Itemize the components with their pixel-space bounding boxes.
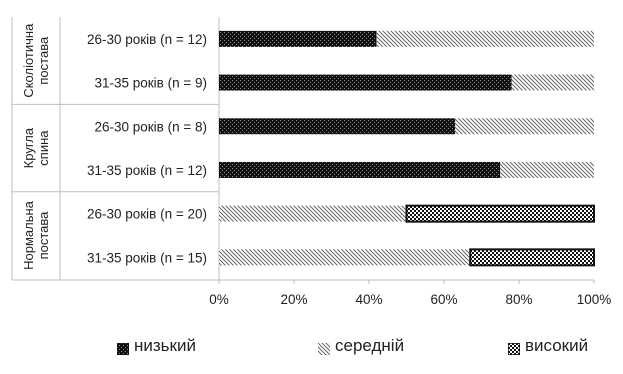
legend-label-low: низький <box>134 336 196 355</box>
legend-label-mid: середній <box>335 336 405 355</box>
legend-item-high: високий <box>507 336 589 356</box>
bar-segment-високий <box>405 204 595 223</box>
row-label: 26-30 років (n = 20) <box>87 207 207 222</box>
legend: низький середній високий <box>0 336 623 366</box>
bar-segment-середній <box>500 161 594 178</box>
bar-segment-середній <box>219 249 471 266</box>
row-label: 31-35 років (n = 12) <box>87 163 207 178</box>
group-label: Кругласпина <box>21 127 51 168</box>
bars <box>219 30 595 267</box>
legend-swatch-mid <box>318 340 330 355</box>
x-tick-label: 0% <box>209 292 229 307</box>
legend-item-low: низький <box>116 336 196 356</box>
legend-label-high: високий <box>525 336 589 355</box>
row-label: 26-30 років (n = 12) <box>87 32 207 47</box>
x-tick-label: 20% <box>280 292 307 307</box>
row-label: 31-35 років (n = 15) <box>87 250 207 265</box>
legend-swatch-high <box>507 340 521 356</box>
x-tick-label: 80% <box>505 292 532 307</box>
legend-item-mid: середній <box>318 336 404 356</box>
x-tick-label: 40% <box>355 292 382 307</box>
x-tick-labels: 0% 20% 40% 60% 80% 100% <box>209 280 611 307</box>
row-label: 26-30 років (n = 8) <box>94 119 207 134</box>
bar-segment-середній <box>455 118 594 135</box>
row-label: 31-35 років (n = 9) <box>94 76 207 91</box>
bar-segment-низький <box>219 30 377 47</box>
bar-segment-високий <box>469 248 595 267</box>
bar-segment-середній <box>376 30 594 47</box>
legend-swatch-low <box>116 340 130 356</box>
row-labels: 26-30 років (n = 12) 31-35 років (n = 9) 2… <box>87 32 207 266</box>
bar-segment-низький <box>219 74 512 91</box>
bar-segment-середній <box>511 74 594 91</box>
group-label: Сколіотичнапостава <box>21 23 51 98</box>
x-tick-label: 100% <box>577 292 612 307</box>
bar-segment-низький <box>219 118 456 135</box>
x-tick-label: 60% <box>430 292 457 307</box>
group-label: Нормальнапостава <box>21 200 51 270</box>
axis-frame <box>11 17 594 281</box>
bar-segment-низький <box>219 161 501 178</box>
bar-segment-середній <box>219 205 407 222</box>
group-labels: Сколіотичнапостава Кругласпина Нормальнапо… <box>21 23 51 270</box>
